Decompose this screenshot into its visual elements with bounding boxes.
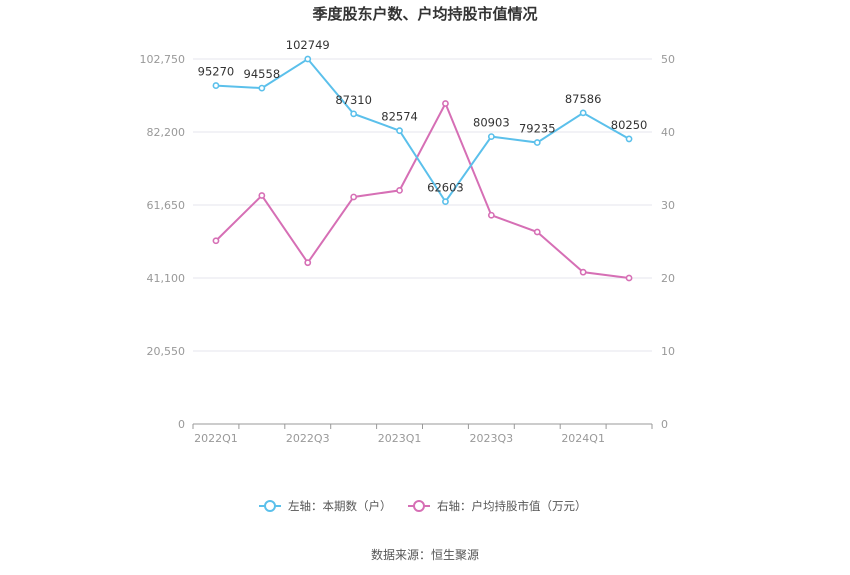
holders-point [579, 109, 587, 117]
right-axis-tick-label: 10 [661, 345, 675, 358]
x-axis-tick-label: 2024Q1 [561, 432, 605, 445]
holders-point [350, 110, 358, 118]
legend-item-avg-holding-value-label: 右轴：户均持股市值（万元） [437, 499, 587, 513]
x-axis-tick-label: 2022Q3 [286, 432, 330, 445]
left-axis-tick-label: 61,650 [147, 199, 186, 212]
axes: 0 0 20,550 10 41,100 20 61,650 30 82,200 40 102,75… [140, 53, 676, 445]
data-label: 102749 [286, 38, 330, 52]
left-axis-tick-label: 102,750 [140, 53, 186, 66]
legend: 左轴：本期数（户） 右轴：户均持股市值（万元） [259, 499, 587, 513]
holders-point [212, 82, 220, 89]
right-axis-tick-label: 0 [661, 418, 668, 431]
holders-point [304, 55, 312, 63]
legend-item-holders-marker [264, 500, 276, 512]
holders-point [487, 133, 495, 141]
avg-holding-value-point [579, 268, 587, 276]
data-label: 94558 [244, 67, 281, 81]
avg-holding-value-point [212, 237, 220, 245]
x-axis-tick-label: 2022Q1 [194, 432, 238, 445]
left-axis-tick-label: 20,550 [147, 345, 186, 358]
x-axis-tick-label: 2023Q1 [378, 432, 422, 445]
right-axis-tick-label: 40 [661, 126, 675, 139]
holders-point [625, 135, 633, 143]
data-labels: 95270 94558 102749 87310 82574 62603 80903 7923… [198, 38, 648, 195]
left-axis-tick-label: 41,100 [147, 272, 186, 285]
series-layer [212, 55, 633, 282]
right-axis-tick-label: 50 [661, 53, 675, 66]
holders-line [215, 57, 630, 204]
right-axis-tick-label: 20 [661, 272, 675, 285]
avg-holding-value-point [487, 211, 495, 219]
holders-point [258, 84, 266, 92]
data-label: 80903 [473, 116, 510, 130]
legend-item-holders-label: 左轴：本期数（户） [288, 499, 392, 513]
avg-holding-value-point [350, 193, 358, 201]
source-note: 数据来源：恒生聚源 [371, 547, 479, 562]
avg-holding-value-point [258, 192, 266, 199]
legend-item-avg-holding-value-marker [413, 500, 425, 512]
data-label: 87310 [335, 93, 372, 107]
data-label: 82574 [381, 110, 418, 124]
avg-holding-value-point [304, 259, 312, 267]
data-label: 95270 [198, 65, 235, 79]
avg-holding-value-point [533, 228, 541, 236]
chart-title: 季度股东户数、户均持股市值情况 [312, 5, 537, 23]
data-label: 62603 [427, 181, 464, 195]
avg-holding-value-point [625, 274, 633, 282]
right-axis-tick-label: 30 [661, 199, 675, 212]
data-label: 87586 [565, 92, 602, 106]
avg-holding-value-point [442, 100, 449, 107]
left-axis-tick-label: 82,200 [147, 126, 186, 139]
avg-holding-value-line [215, 101, 630, 279]
data-label: 79235 [519, 122, 556, 136]
data-label: 80250 [611, 118, 648, 132]
x-axis-tick-label: 2023Q3 [470, 432, 514, 445]
holders-point [442, 198, 449, 206]
left-axis-tick-label: 0 [178, 418, 185, 431]
holders-point [533, 139, 541, 146]
avg-holding-value-point [396, 186, 403, 194]
holders-point [396, 127, 403, 135]
